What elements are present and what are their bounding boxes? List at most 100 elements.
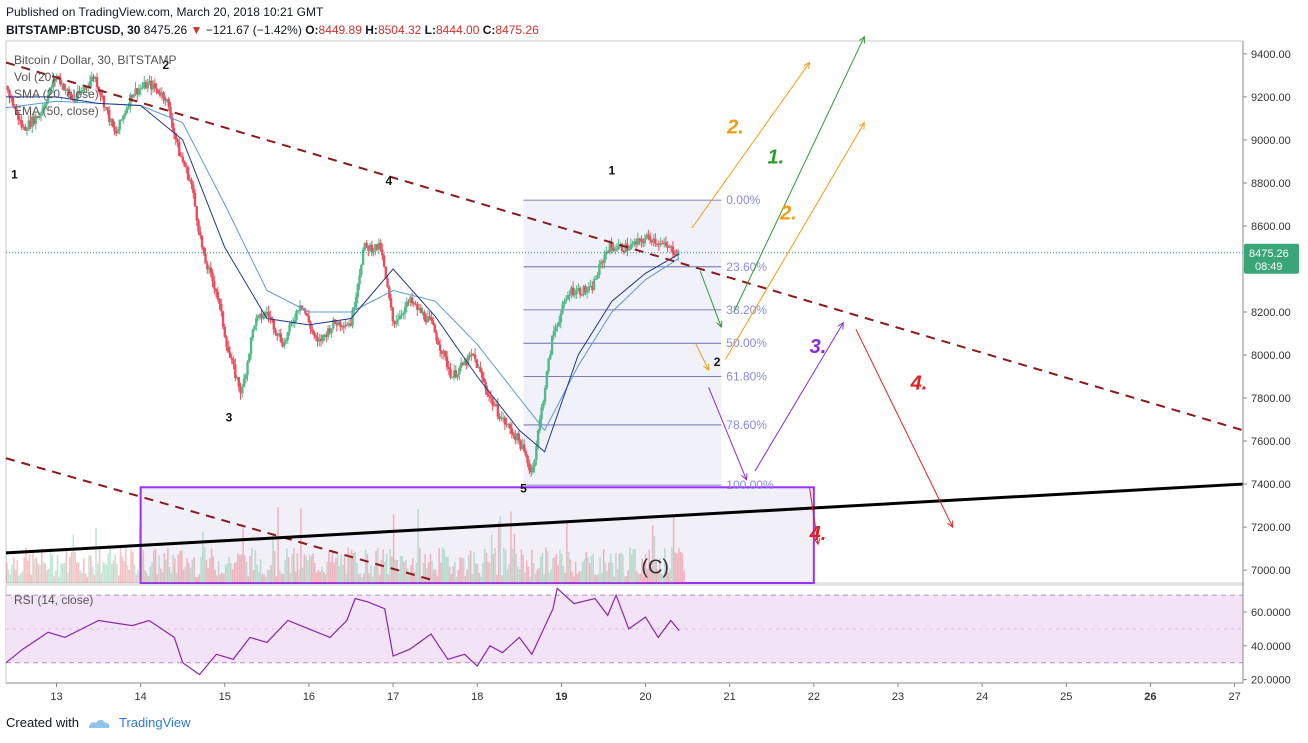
- candle-body: [374, 244, 377, 251]
- candle-body: [549, 354, 552, 359]
- candle-body: [365, 242, 368, 246]
- candle-body: [144, 82, 148, 89]
- volume-bar: [440, 562, 442, 583]
- time-tick-label: 25: [1060, 691, 1072, 703]
- volume-bar: [441, 547, 444, 583]
- candle-body: [228, 352, 232, 358]
- candle-body: [139, 88, 142, 90]
- candle-body: [319, 338, 323, 342]
- candle-body: [666, 245, 669, 248]
- candle-body: [22, 126, 25, 128]
- price-tick-label: 9400.00: [1251, 49, 1291, 61]
- volume-bar: [361, 576, 363, 583]
- candle-body: [197, 220, 200, 232]
- candle-body: [344, 324, 347, 328]
- volume-bar: [527, 566, 530, 583]
- volume-bar: [553, 557, 556, 583]
- candle-body: [244, 375, 247, 379]
- volume-bar: [368, 573, 370, 583]
- candle-body: [295, 310, 298, 320]
- candle-body: [526, 455, 529, 464]
- volume-bar: [487, 561, 489, 583]
- candle-body: [120, 119, 123, 121]
- volume-bar: [644, 553, 647, 583]
- candle-body: [592, 279, 596, 291]
- volume-bar: [480, 576, 482, 583]
- candle-body: [510, 428, 514, 434]
- candle-body: [351, 309, 354, 326]
- volume-bar: [455, 576, 458, 583]
- volume-bar: [242, 528, 244, 583]
- candle-body: [272, 320, 275, 330]
- candle-body: [536, 430, 540, 447]
- volume-bar: [504, 549, 507, 583]
- scenario-arrow: [695, 344, 709, 370]
- volume-bar: [202, 531, 204, 583]
- candle-body: [409, 297, 412, 303]
- volume-bar: [422, 562, 425, 583]
- volume-bar: [473, 552, 475, 583]
- volume-bar: [228, 556, 230, 583]
- volume-bar: [247, 576, 250, 583]
- scenario-label: 2.: [779, 203, 797, 225]
- volume-bar: [224, 564, 227, 583]
- scenario-arrow: [809, 488, 818, 544]
- volume-bar: [420, 576, 423, 583]
- volume-bar: [88, 554, 90, 583]
- volume-bar: [448, 566, 451, 583]
- volume-bar: [191, 559, 194, 583]
- volume-bar: [308, 554, 311, 583]
- candle-body: [248, 353, 251, 362]
- tradingview-link[interactable]: TradingView: [118, 715, 191, 730]
- volume-bar: [28, 553, 31, 583]
- fib-level-label: 38.20%: [726, 303, 767, 317]
- volume-bar: [90, 555, 92, 583]
- volume-bar: [98, 549, 101, 583]
- volume-bar: [462, 558, 465, 583]
- candle-body: [615, 249, 619, 251]
- candle-body: [136, 88, 139, 95]
- volume-bar: [144, 570, 146, 583]
- volume-bar: [445, 556, 447, 583]
- candle-body: [564, 299, 568, 302]
- candle-body: [20, 120, 23, 128]
- volume-bar: [139, 527, 141, 583]
- volume-bar: [616, 569, 619, 583]
- target-box: [139, 486, 815, 584]
- volume-bar: [443, 549, 446, 583]
- wave-label: 5: [520, 482, 527, 496]
- scenario-arrow: [691, 63, 810, 229]
- volume-bar: [490, 534, 493, 583]
- volume-bar: [212, 556, 215, 583]
- volume-bar: [615, 553, 617, 583]
- volume-bar: [172, 554, 174, 583]
- candle-body: [277, 333, 281, 336]
- volume-bar: [401, 556, 404, 583]
- volume-bar: [352, 553, 355, 583]
- candle-body: [115, 131, 118, 134]
- candle-body: [417, 307, 421, 310]
- candle-body: [641, 241, 645, 244]
- candle-body: [447, 367, 451, 370]
- candle-body: [17, 111, 20, 120]
- candle-body: [353, 307, 356, 310]
- candle-body: [227, 346, 230, 353]
- candle-body: [234, 364, 237, 378]
- candle-body: [312, 331, 316, 336]
- candle-body: [195, 206, 198, 221]
- candle-body: [556, 325, 559, 328]
- volume-bar: [72, 534, 75, 583]
- volume-bar: [154, 548, 157, 583]
- candle-body: [169, 106, 172, 118]
- candle-body: [617, 245, 620, 250]
- volume-bar: [165, 559, 167, 583]
- candle-body: [269, 316, 272, 318]
- volume-bar: [20, 573, 22, 583]
- volume-bar: [195, 576, 197, 583]
- candle-body: [178, 142, 181, 156]
- candle-body: [253, 325, 256, 330]
- volume-bar: [392, 514, 395, 583]
- candle-body: [50, 87, 53, 89]
- volume-bar: [356, 562, 358, 583]
